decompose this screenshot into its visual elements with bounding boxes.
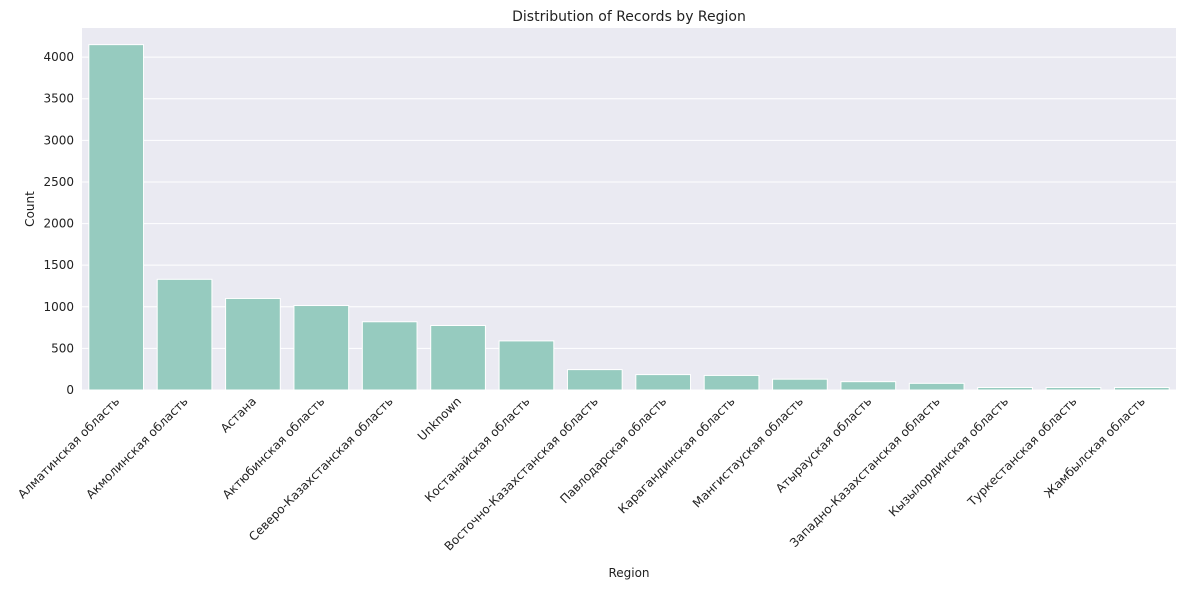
bar — [498, 340, 555, 391]
x-tick-label: Карагандинская область — [615, 394, 737, 516]
y-tick-label: 1500 — [43, 258, 74, 272]
y-axis-label: Count — [23, 191, 37, 227]
bar — [977, 387, 1033, 391]
bar — [908, 382, 965, 391]
x-tick-label: Западно-Казахстанская область — [787, 394, 943, 550]
y-tick-labels: 0 500 1000 1500 2000 2500 3000 3500 4000 — [43, 50, 74, 397]
y-tick-label: 2500 — [43, 175, 74, 189]
bar — [293, 305, 350, 391]
y-tick-label: 3000 — [43, 133, 74, 147]
chart-title: Distribution of Records by Region — [512, 9, 746, 25]
bar — [772, 378, 828, 391]
x-tick-label: Unknown — [415, 394, 464, 443]
x-axis-label: Region — [608, 566, 649, 580]
x-tick-label: Астана — [218, 394, 259, 435]
bars — [88, 44, 1170, 391]
bar — [361, 321, 418, 391]
x-tick-label: Мангистауская область — [690, 394, 806, 510]
bar — [703, 374, 760, 391]
bar — [225, 297, 281, 391]
y-tick-label: 500 — [51, 341, 74, 355]
y-tick-label: 3500 — [43, 92, 74, 106]
bar — [635, 374, 692, 391]
bar — [840, 381, 897, 391]
bar — [1045, 387, 1102, 391]
bar — [430, 325, 486, 391]
x-tick-label: Восточно-Казахстанская область — [442, 394, 601, 553]
bar — [88, 44, 145, 391]
x-tick-label: Северо-Казахстанская область — [246, 394, 396, 544]
y-tick-label: 2000 — [43, 217, 74, 231]
bar — [156, 278, 213, 391]
y-tick-label: 4000 — [43, 50, 74, 64]
x-tick-label: Кызылординская область — [886, 394, 1011, 519]
bar — [566, 369, 623, 391]
y-tick-label: 1000 — [43, 300, 74, 314]
x-tick-label: Туркестанская область — [964, 394, 1079, 509]
y-tick-label: 0 — [66, 383, 74, 397]
bar — [1113, 387, 1170, 391]
